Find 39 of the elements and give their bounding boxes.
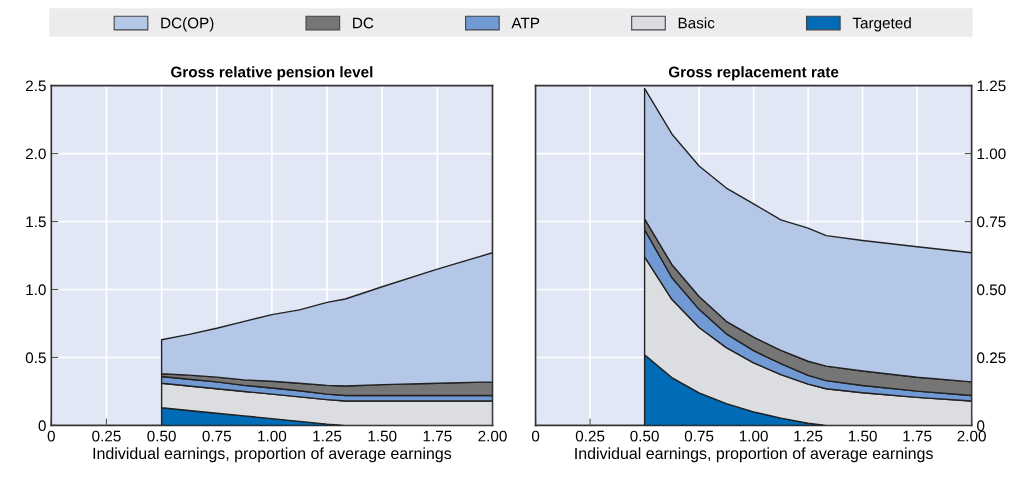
y-tick-label: 1.0 bbox=[26, 284, 46, 296]
x-tick-label: 1.00 bbox=[258, 430, 287, 442]
y-tick-label: 1.25 bbox=[977, 80, 1006, 92]
x-tick-label: 1.50 bbox=[368, 430, 397, 442]
x-axis-title: Individual earnings, proportion of average earnings bbox=[575, 447, 933, 463]
y-tick-label: 2.5 bbox=[25, 80, 46, 92]
x-tick-label: 0.75 bbox=[202, 430, 231, 442]
x-tick-label: 0.25 bbox=[92, 430, 121, 442]
legend-label: ATP bbox=[511, 17, 540, 29]
legend-label: Targeted bbox=[852, 17, 911, 32]
x-tick-label: 1.75 bbox=[903, 430, 932, 442]
x-tick-label: 2.00 bbox=[478, 430, 507, 442]
chart-title: Gross replacement rate bbox=[668, 66, 839, 81]
x-tick-label: 1.75 bbox=[423, 430, 452, 442]
y-tick-label: 2.0 bbox=[25, 148, 46, 160]
y-tick-label: 0.5 bbox=[25, 352, 46, 364]
y-tick-label: 0 bbox=[38, 420, 46, 432]
x-tick-label: 1.00 bbox=[739, 430, 768, 442]
x-tick-label: 1.25 bbox=[313, 430, 342, 442]
y-tick-label: 1.00 bbox=[977, 148, 1006, 160]
y-tick-label: 1.5 bbox=[26, 216, 46, 228]
chart-title: Gross relative pension level bbox=[171, 66, 373, 81]
x-tick-label: 0.50 bbox=[147, 430, 176, 442]
x-tick-label: 0 bbox=[47, 430, 55, 442]
x-tick-label: 1.25 bbox=[794, 430, 823, 442]
x-tick-label: 0.50 bbox=[630, 430, 659, 442]
x-tick-label: 0 bbox=[531, 430, 540, 442]
y-tick-label: 0.75 bbox=[977, 216, 1006, 228]
y-tick-label: 0.25 bbox=[977, 352, 1006, 364]
legend-label: DC bbox=[353, 17, 374, 29]
y-tick-label: 0 bbox=[977, 420, 985, 432]
legend-label: DC(OP) bbox=[161, 17, 214, 32]
x-tick-label: 2.00 bbox=[957, 430, 986, 442]
y-tick-label: 0.50 bbox=[977, 284, 1006, 296]
x-axis-title: Individual earnings, proportion of average earnings bbox=[93, 447, 452, 463]
x-tick-label: 1.50 bbox=[848, 430, 877, 442]
x-tick-label: 0.25 bbox=[575, 430, 605, 442]
x-tick-label: 0.75 bbox=[684, 430, 714, 442]
legend-label: Basic bbox=[678, 17, 715, 29]
